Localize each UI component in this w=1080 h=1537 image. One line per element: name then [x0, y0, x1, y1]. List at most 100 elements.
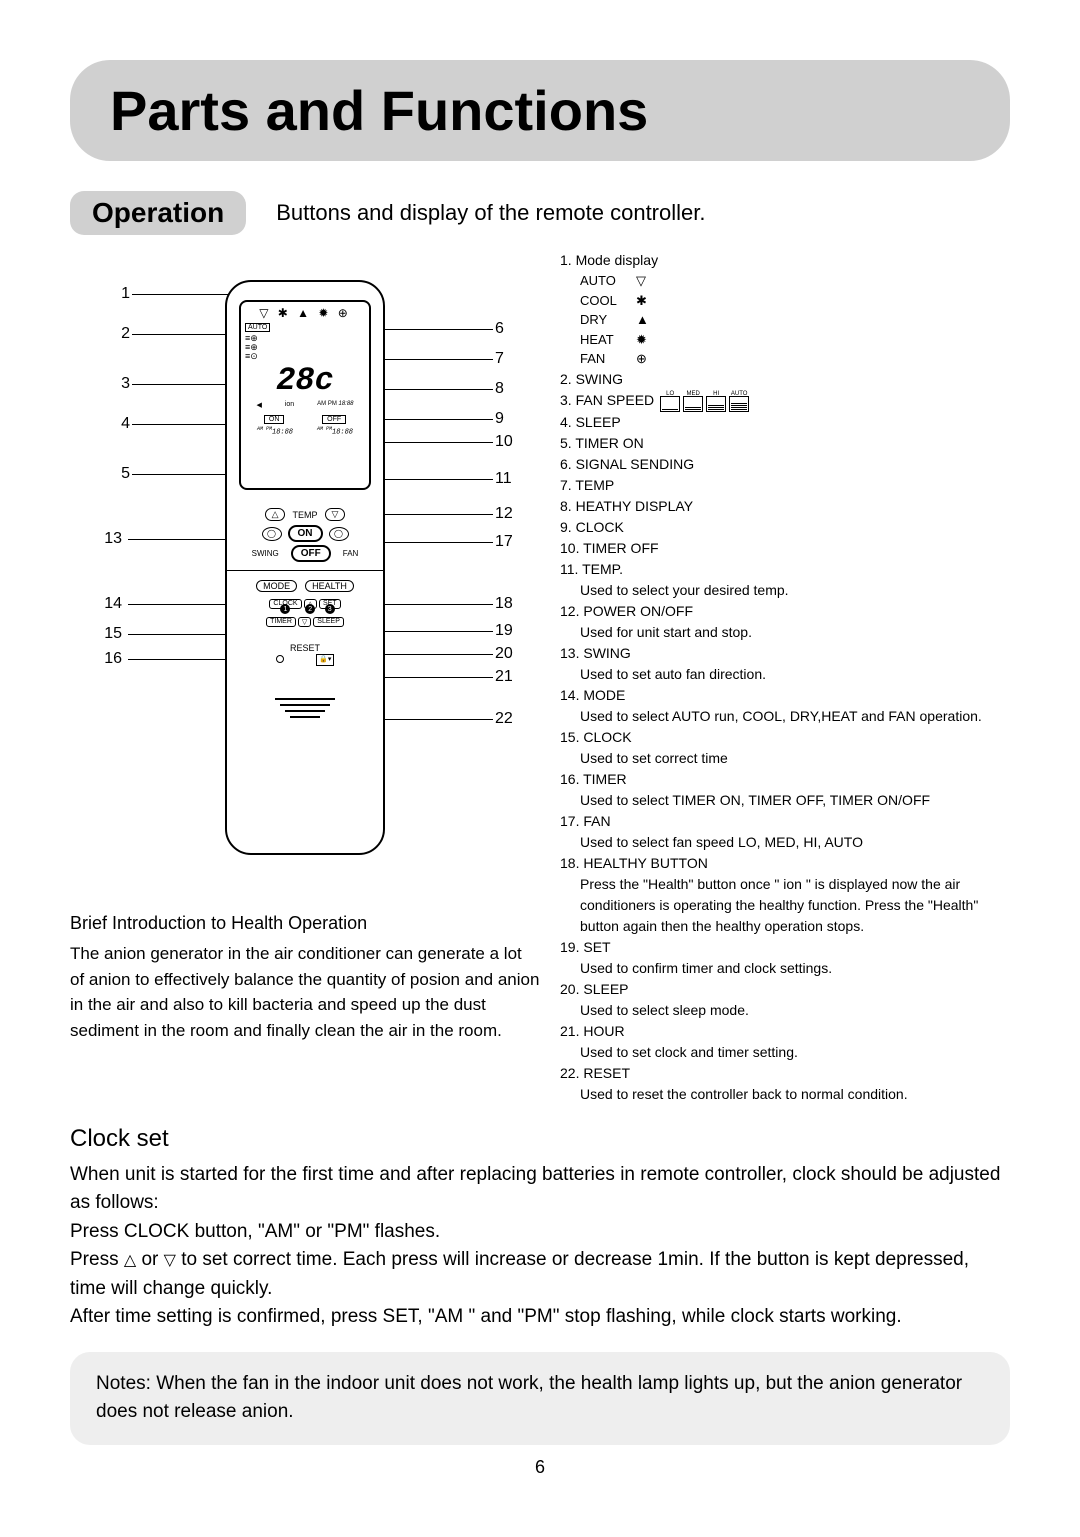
- lead: [370, 389, 493, 390]
- temp-label: TEMP: [292, 510, 317, 520]
- power-on-button[interactable]: ON: [288, 525, 323, 542]
- mode-icons: ▽ ✱ ▲ ✹ ⊕: [245, 306, 365, 320]
- temp-up-button[interactable]: △: [265, 508, 286, 521]
- remote-screen: ▽ ✱ ▲ ✹ ⊕ AUTO ≡⊕≡⊕≡⊙ 28c ◀ ion AM PM 18…: [239, 300, 371, 490]
- callout-8: 8: [495, 380, 525, 398]
- set-button[interactable]: SET3: [319, 599, 341, 609]
- callout-19: 19: [495, 622, 525, 640]
- lead: [370, 359, 493, 360]
- sleep-button[interactable]: SLEEP: [313, 617, 344, 627]
- operation-badge: Operation: [70, 191, 246, 235]
- legend-column: 1. Mode displayAUTO▽COOL✱DRY▲HEAT✹FAN⊕2.…: [560, 250, 1010, 1105]
- legend-item: 19. SETUsed to confirm timer and clock s…: [560, 937, 1010, 979]
- callout-12: 12: [495, 505, 525, 523]
- clock-button[interactable]: CLOCK1: [269, 599, 301, 609]
- callout-18: 18: [495, 595, 525, 613]
- screen-clocks: AM PM18:88 AM PM18:88: [245, 426, 365, 436]
- health-intro: Brief Introduction to Health Operation T…: [70, 910, 540, 1043]
- hour-up-button[interactable]: △2: [304, 599, 317, 609]
- callout-3: 3: [100, 375, 130, 393]
- callout-13: 13: [92, 530, 122, 548]
- callout-22: 22: [495, 710, 525, 728]
- legend-item: 17. FANUsed to select fan speed LO, MED,…: [560, 811, 1010, 853]
- triangle-up-icon: △: [124, 1249, 136, 1273]
- timer-button[interactable]: TIMER: [266, 617, 296, 627]
- legend-item: 2. SWING: [560, 369, 1010, 390]
- swing-button[interactable]: ◯: [262, 527, 282, 541]
- callout-11: 11: [495, 470, 525, 488]
- legend-item: 15. CLOCKUsed to set correct time: [560, 727, 1010, 769]
- callout-20: 20: [495, 645, 525, 663]
- remote-body: ▽ ✱ ▲ ✹ ⊕ AUTO ≡⊕≡⊕≡⊙ 28c ◀ ion AM PM 18…: [225, 280, 385, 855]
- callout-15: 15: [92, 625, 122, 643]
- legend-item: 9. CLOCK: [560, 517, 1010, 538]
- callout-6: 6: [495, 320, 525, 338]
- legend-item: 5. TIMER ON: [560, 433, 1010, 454]
- manual-page: Parts and Functions Operation Buttons an…: [0, 0, 1080, 1508]
- legend-item: 1. Mode displayAUTO▽COOL✱DRY▲HEAT✹FAN⊕: [560, 250, 1010, 369]
- button-area: △ TEMP ▽ ◯ ON ◯ SWING OFF FAN: [227, 498, 383, 728]
- temp-display: 28c: [245, 365, 365, 397]
- legend-item: 4. SLEEP: [560, 412, 1010, 433]
- callout-5: 5: [100, 465, 130, 483]
- lead: [370, 479, 493, 480]
- legend-item: 8. HEATHY DISPLAY: [560, 496, 1010, 517]
- legend-item: 12. POWER ON/OFFUsed for unit start and …: [560, 601, 1010, 643]
- screen-mid: ◀ ion AM PM 18:88: [245, 401, 365, 409]
- callout-17: 17: [495, 533, 525, 551]
- legend-item: 22. RESETUsed to reset the controller ba…: [560, 1063, 1010, 1105]
- legend-item: 11. TEMP.Used to select your desired tem…: [560, 559, 1010, 601]
- intro-title: Brief Introduction to Health Operation: [70, 910, 540, 937]
- operation-row: Operation Buttons and display of the rem…: [70, 191, 1010, 235]
- reset-button[interactable]: [276, 655, 284, 663]
- legend-item: 3. FAN SPEEDLOMEDHIAUTO: [560, 390, 1010, 412]
- divider: [227, 570, 383, 571]
- temp-down-button[interactable]: ▽: [325, 508, 346, 521]
- power-off-button[interactable]: OFF: [291, 545, 331, 562]
- main-row: 1 2 3 4 5 13 14 15 16 6 7: [70, 250, 1010, 1105]
- fanspeed-icons: LOMEDHIAUTO: [660, 390, 749, 412]
- callout-4: 4: [100, 415, 130, 433]
- callout-2: 2: [100, 325, 130, 343]
- legend-item: 13. SWINGUsed to set auto fan direction.: [560, 643, 1010, 685]
- legend-item: 7. TEMP: [560, 475, 1010, 496]
- clock-set-body: When unit is started for the first time …: [70, 1161, 1010, 1332]
- legend-item: 16. TIMERUsed to select TIMER ON, TIMER …: [560, 769, 1010, 811]
- operation-desc: Buttons and display of the remote contro…: [276, 200, 705, 226]
- lead: [132, 334, 237, 335]
- notes-box: Notes: When the fan in the indoor unit d…: [70, 1352, 1010, 1445]
- auto-indicator: AUTO: [245, 323, 270, 332]
- legend-item: 20. SLEEPUsed to select sleep mode.: [560, 979, 1010, 1021]
- callout-7: 7: [495, 350, 525, 368]
- fan-button[interactable]: ◯: [329, 527, 349, 541]
- clock-set-title: Clock set: [70, 1125, 1010, 1153]
- legend-item: 14. MODEUsed to select AUTO run, COOL, D…: [560, 685, 1010, 727]
- callout-21: 21: [495, 668, 525, 686]
- page-number: 6: [70, 1457, 1010, 1478]
- callout-1: 1: [100, 285, 130, 303]
- legend-item: 21. HOURUsed to set clock and timer sett…: [560, 1021, 1010, 1063]
- callout-9: 9: [495, 410, 525, 428]
- callout-10: 10: [495, 433, 525, 451]
- callout-14: 14: [92, 595, 122, 613]
- callout-16: 16: [92, 650, 122, 668]
- lead: [128, 539, 238, 540]
- legend-item: 18. HEALTHY BUTTONPress the "Health" but…: [560, 853, 1010, 937]
- hour-down-button[interactable]: ▽: [298, 617, 311, 627]
- legend-item: 6. SIGNAL SENDING: [560, 454, 1010, 475]
- legend-item: 10. TIMER OFF: [560, 538, 1010, 559]
- swing-label: SWING: [252, 549, 279, 558]
- health-button[interactable]: HEALTH: [305, 580, 354, 592]
- title-banner: Parts and Functions: [70, 60, 1010, 161]
- fan-label: FAN: [343, 549, 359, 558]
- left-column: 1 2 3 4 5 13 14 15 16 6 7: [70, 250, 540, 1105]
- mode-button[interactable]: MODE: [256, 580, 297, 592]
- remote-diagram: 1 2 3 4 5 13 14 15 16 6 7: [70, 250, 540, 890]
- lock-icon: 🔒▾: [316, 654, 334, 666]
- vent-icon: [275, 698, 335, 718]
- lead: [370, 329, 493, 330]
- page-title: Parts and Functions: [110, 78, 970, 143]
- intro-body: The anion generator in the air condition…: [70, 941, 540, 1043]
- screen-onoff: ON OFF: [245, 415, 365, 424]
- triangle-down-icon: ▽: [164, 1249, 176, 1273]
